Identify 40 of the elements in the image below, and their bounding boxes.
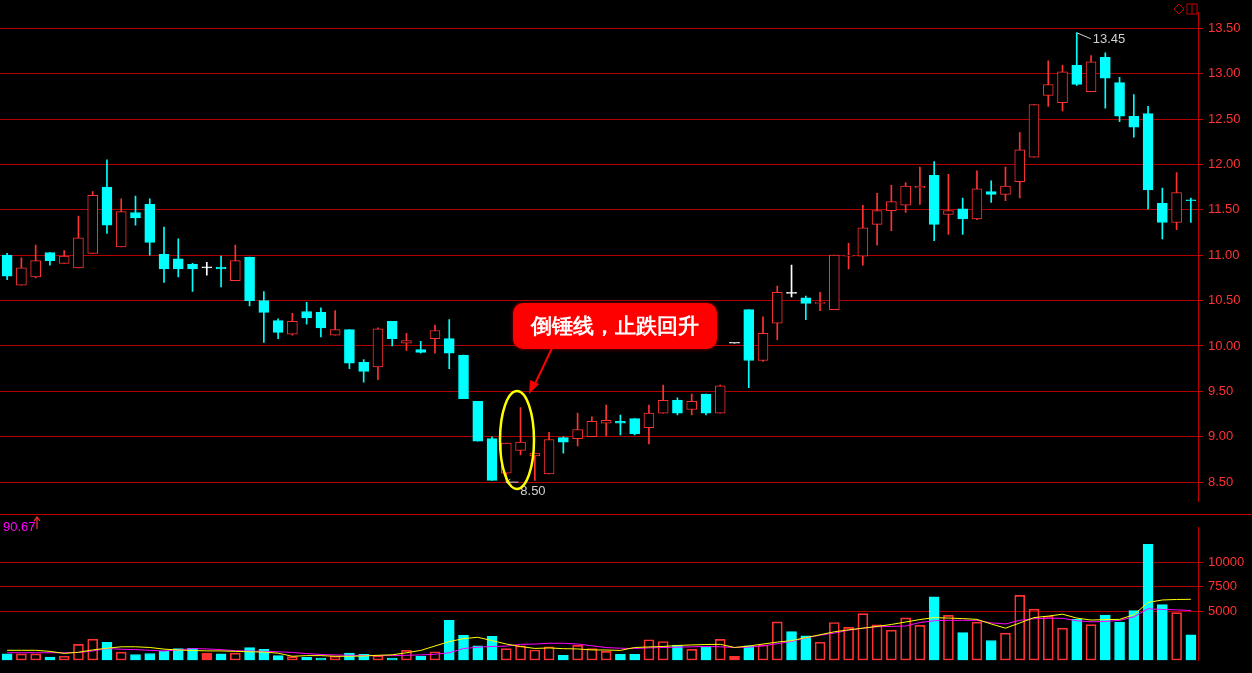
bar xyxy=(786,631,797,661)
bar xyxy=(130,654,141,661)
bar xyxy=(1071,619,1083,661)
y-tick-label: 10.50 xyxy=(1208,292,1241,308)
bar xyxy=(1099,614,1111,661)
candlestick xyxy=(1185,197,1197,223)
candlestick xyxy=(814,292,826,311)
bar xyxy=(1157,604,1168,661)
y-tick-label: 9.50 xyxy=(1208,382,1234,398)
bar xyxy=(272,655,284,661)
bar xyxy=(800,635,812,661)
candlestick xyxy=(201,262,213,276)
y-tick-label: 10.00 xyxy=(1208,337,1241,353)
y-tick-label: 5000 xyxy=(1208,602,1237,618)
y-tick-label: 13.00 xyxy=(1208,65,1241,81)
y-tick-label: 11.00 xyxy=(1208,246,1240,262)
bar xyxy=(443,620,455,661)
bar xyxy=(985,640,997,661)
bar xyxy=(1128,610,1140,661)
annotation: 90.67 xyxy=(3,519,36,534)
annotation: 13.45 xyxy=(1092,31,1126,47)
y-tick-label: 8.50 xyxy=(1208,473,1234,489)
y-tick-label: 13.50 xyxy=(1208,19,1241,35)
y-tick-label: 9.00 xyxy=(1208,428,1234,444)
bar xyxy=(1185,634,1197,661)
annotation: 8.50 xyxy=(520,482,546,498)
bar xyxy=(1114,621,1125,661)
candlestick xyxy=(258,291,270,343)
y-tick-label: 7500 xyxy=(1208,578,1237,594)
y-tick-label: 12.00 xyxy=(1208,155,1241,171)
bar xyxy=(957,632,969,661)
bar xyxy=(415,655,427,661)
y-tick-label: 10000 xyxy=(1208,553,1245,569)
annotation: 倒锤线，止跌回升 xyxy=(513,303,717,349)
bar xyxy=(558,654,569,661)
bar xyxy=(1142,544,1154,661)
y-tick-label: 11.50 xyxy=(1208,201,1240,217)
candlestick xyxy=(800,295,812,320)
y-tick-label: 12.50 xyxy=(1208,110,1241,126)
bar xyxy=(729,655,740,661)
